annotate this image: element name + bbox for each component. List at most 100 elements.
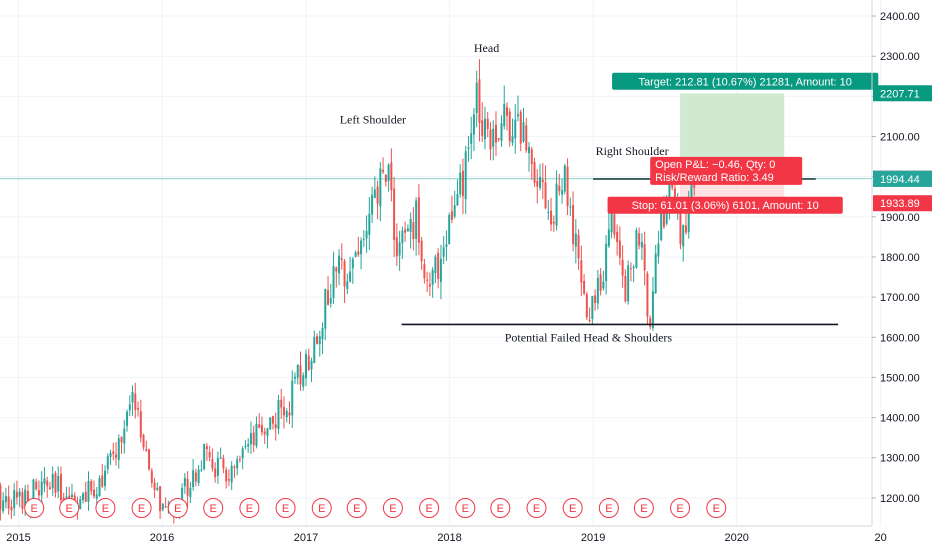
candle-body — [456, 194, 459, 206]
earnings-marker[interactable] — [706, 498, 727, 518]
candle-body — [583, 280, 586, 294]
earnings-marker[interactable] — [167, 498, 188, 518]
candle-body — [35, 481, 38, 490]
candle-body — [610, 213, 613, 233]
candle-body — [390, 162, 393, 191]
stop-badge-box — [607, 196, 843, 214]
earnings-marker[interactable] — [490, 498, 511, 518]
earnings-marker[interactable] — [346, 498, 367, 518]
candle-body — [70, 494, 73, 498]
earnings-marker-label: E — [138, 503, 145, 515]
candle-body — [409, 218, 412, 232]
earnings-marker-label: E — [497, 503, 504, 515]
earnings-marker[interactable] — [598, 498, 619, 518]
candle-body — [494, 124, 497, 143]
candle-body — [236, 459, 239, 469]
candle-body — [161, 503, 164, 510]
candle-body — [616, 231, 619, 243]
candle-body — [310, 360, 313, 370]
candle-body — [654, 253, 657, 294]
annotation-label: Right Shoulder — [596, 144, 669, 158]
earnings-marker[interactable] — [419, 498, 440, 518]
candle-body — [26, 490, 29, 507]
earnings-marker[interactable] — [526, 498, 547, 518]
earnings-marker[interactable] — [562, 498, 583, 518]
earnings-marker-label: E — [318, 503, 325, 515]
candle-body — [459, 172, 462, 195]
candle-body — [624, 276, 627, 302]
candle-body — [544, 182, 547, 209]
earnings-marker[interactable] — [203, 498, 224, 518]
candle-body — [327, 290, 330, 305]
candle-body — [123, 428, 126, 444]
earnings-marker[interactable] — [95, 498, 116, 518]
y-tick-label: 1400.00 — [880, 413, 920, 425]
earnings-marker[interactable] — [59, 498, 80, 518]
candle-body — [37, 490, 40, 496]
candle-body — [533, 162, 536, 183]
earnings-marker[interactable] — [24, 498, 45, 518]
position-badges: Target: 212.81 (10.67%) 21281, Amount: 1… — [607, 72, 879, 214]
candle-body — [657, 243, 660, 257]
candle-body — [142, 435, 145, 448]
pnl-badge-box — [650, 156, 803, 185]
candle-body — [109, 452, 112, 457]
earnings-marker[interactable] — [455, 498, 476, 518]
candle-body — [192, 470, 195, 488]
candle-body — [4, 495, 7, 503]
earnings-marker[interactable] — [382, 498, 403, 518]
earnings-marker[interactable] — [670, 498, 691, 518]
earnings-marker[interactable] — [275, 498, 296, 518]
candle-body — [183, 477, 186, 487]
earnings-marker-label: E — [605, 503, 612, 515]
earnings-marker[interactable] — [131, 498, 152, 518]
candle-body — [46, 480, 49, 487]
candle-body — [159, 486, 162, 512]
candle-body — [211, 458, 214, 469]
candle-body — [117, 438, 120, 460]
candle-body — [651, 291, 654, 329]
risk-reward-label: Risk/Reward Ratio: 3.49 — [655, 172, 774, 184]
earnings-marker[interactable] — [239, 498, 260, 518]
candle-body — [139, 411, 142, 438]
open-pnl-label: Open P&L: −0.46, Qty: 0 — [655, 159, 775, 171]
candle-body — [131, 392, 134, 403]
candle-body — [613, 214, 616, 235]
time-axis[interactable]: 2015 2016 2017 2018 2019 2020 20 — [6, 532, 887, 544]
y-tick-label: 1800.00 — [880, 252, 920, 264]
candle-body — [594, 295, 597, 304]
candle-body — [461, 170, 464, 197]
candle-body — [313, 336, 316, 364]
candle-body — [360, 240, 363, 255]
candle-body — [54, 473, 57, 493]
candle-body — [478, 79, 481, 123]
candle-body — [401, 230, 404, 244]
candle-body — [412, 222, 415, 240]
candle-body — [329, 298, 332, 304]
candle-body — [555, 183, 558, 226]
candle-body — [690, 182, 693, 199]
candle-body — [68, 495, 71, 499]
candle-body — [343, 261, 346, 287]
candle-body — [541, 179, 544, 183]
y-tick-label: 1700.00 — [880, 292, 920, 304]
earnings-marker-label: E — [713, 503, 720, 515]
annotation-label: Left Shoulder — [340, 113, 406, 127]
candle-body — [450, 211, 453, 220]
candle-body — [277, 400, 280, 429]
earnings-marker[interactable] — [633, 498, 654, 518]
candle-body — [605, 243, 608, 282]
x-tick-label: 2015 — [6, 532, 30, 544]
earnings-marker[interactable] — [311, 498, 332, 518]
candle-body — [464, 151, 467, 200]
price-axis[interactable]: 2400.002300.002200.002100.002000.001900.… — [872, 11, 920, 505]
x-tick-label: 2019 — [581, 532, 605, 544]
candle-body — [332, 266, 335, 299]
candle-body — [10, 507, 13, 511]
candle-body — [205, 446, 208, 450]
candle-body — [340, 258, 343, 261]
candle-body — [415, 200, 418, 239]
candle-body — [640, 241, 643, 248]
